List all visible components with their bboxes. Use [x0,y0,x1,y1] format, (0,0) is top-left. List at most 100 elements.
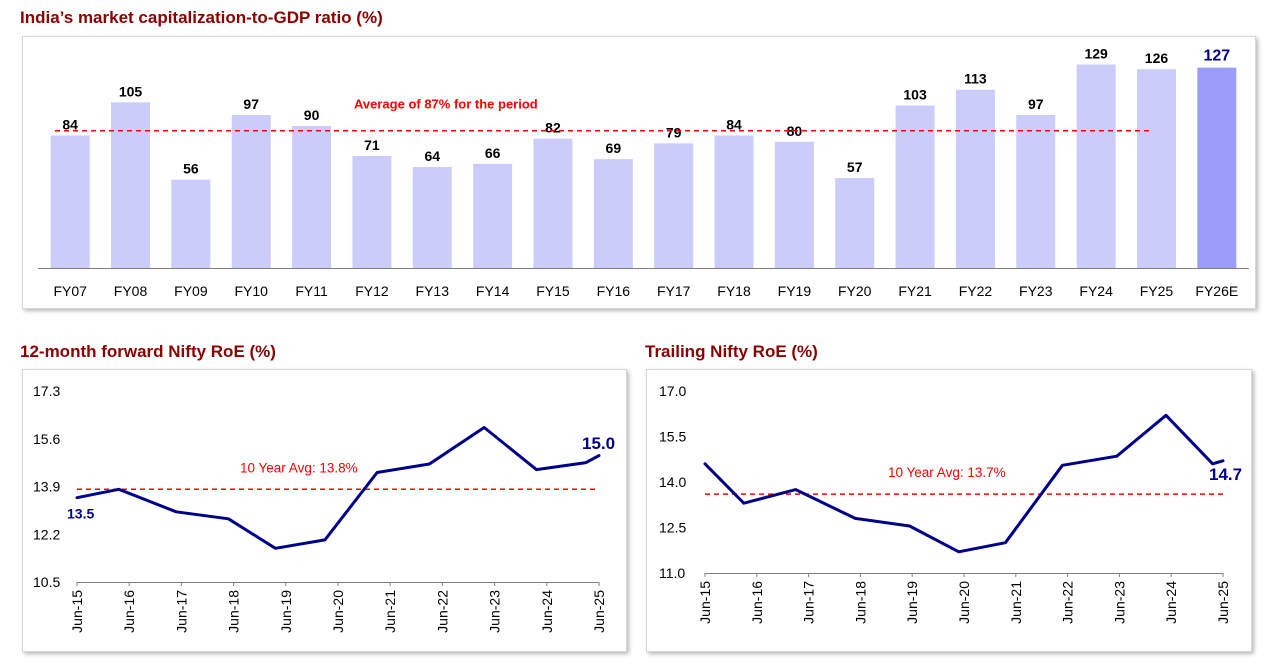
data-label-fy09: 56 [183,161,199,177]
x-tick-label-fy18: FY18 [717,283,751,299]
x-tick-label-jun-25: Jun-25 [1215,581,1231,624]
x-tick-label-jun-20: Jun-20 [330,590,346,633]
data-label-fy10: 97 [243,96,259,112]
y-tick-label-4: 11.0 [659,565,685,581]
bar-fy15 [533,138,573,268]
y-tick-label-0: 17.0 [659,383,686,399]
x-tick-label-fy07: FY07 [53,283,87,299]
bar-fy19 [774,141,814,268]
average-label: 10 Year Avg: 13.8% [240,460,358,475]
y-tick-label-0: 17.3 [33,383,60,399]
x-tick-label-fy21: FY21 [898,283,932,299]
y-tick-label-1: 15.5 [659,429,686,445]
bar-fy10 [231,114,271,268]
bar-fy09 [171,179,211,268]
y-tick-label-3: 12.5 [659,520,686,536]
end-value-label: 14.7 [1209,465,1242,484]
bar-fy18 [714,135,754,268]
bar-fy14 [473,163,513,268]
x-tick-label-jun-24: Jun-24 [539,590,555,633]
x-tick-label-jun-21: Jun-21 [382,590,398,633]
roe-line [703,413,1225,554]
x-tick-label-jun-17: Jun-17 [173,590,189,633]
bar-fy22 [955,89,995,268]
x-tick-label-fy23: FY23 [1019,283,1053,299]
bar-fy24 [1076,64,1116,268]
data-label-fy23: 97 [1028,96,1044,112]
data-label-fy07: 84 [62,116,78,132]
x-tick-label-fy24: FY24 [1079,283,1113,299]
x-tick-label-fy16: FY16 [597,283,631,299]
x-tick-label-fy22: FY22 [959,283,993,299]
x-tick-label-fy25: FY25 [1140,283,1174,299]
roe-line [75,426,601,550]
bar-fy23 [1016,114,1056,268]
x-tick-label-jun-22: Jun-22 [1060,581,1076,624]
bar-fy20 [835,178,875,268]
data-label-fy24: 129 [1084,45,1108,61]
start-value-label: 13.5 [67,506,94,522]
data-label-fy16: 69 [606,140,622,156]
market-cap-to-gdp-plot: 84 FY07 105 FY08 56 FY09 97 FY10 90 FY11 71 FY12 64 F… [38,45,1249,299]
data-label-fy13: 64 [424,148,440,164]
x-tick-label-fy08: FY08 [114,283,148,299]
data-label-fy22: 113 [964,71,987,87]
data-label-fy20: 57 [847,159,863,175]
trailing-roe-chart: 17.0 15.5 14.0 12.5 11.0 Jun-15 Jun-16 Jun-17 Ju… [646,369,1252,652]
x-tick-label-jun-22: Jun-22 [434,590,450,633]
x-tick-label-jun-23: Jun-23 [487,590,503,633]
x-tick-label-fy20: FY20 [838,283,872,299]
chart-title-trailing-roe: Trailing Nifty RoE (%) [645,342,818,361]
y-tick-label-4: 10.5 [33,574,60,590]
data-label-fy17: 79 [666,124,682,140]
data-label-fy11: 90 [304,107,320,123]
x-tick-label-fy11: FY11 [295,283,328,299]
bar-fy13 [412,167,452,268]
average-label: Average of 87% for the period [354,97,538,112]
bar-fy21 [895,105,935,268]
x-tick-label-fy13: FY13 [416,283,450,299]
chart-title-market-cap-to-gdp: India’s market capitalization-to-GDP rat… [20,8,383,27]
x-tick-label-fy19: FY19 [778,283,812,299]
x-tick-label-jun-18: Jun-18 [226,590,242,633]
y-tick-label-2: 13.9 [33,479,60,495]
bar-fy25 [1136,69,1176,268]
average-label: 10 Year Avg: 13.7% [888,465,1006,480]
x-tick-label-fy09: FY09 [174,283,208,299]
market-cap-to-gdp-chart: 84 FY07 105 FY08 56 FY09 97 FY10 90 FY11 71 FY12 64 F… [22,36,1256,309]
data-label-fy21: 103 [903,86,927,102]
x-tick-label-jun-18: Jun-18 [852,581,868,624]
data-label-fy18: 84 [726,116,742,132]
data-label-fy15: 82 [545,120,561,136]
x-tick-label-jun-21: Jun-21 [1008,581,1024,624]
end-value-label: 15.0 [582,434,615,453]
x-tick-label-jun-15: Jun-15 [69,590,85,633]
bar-fy16 [593,159,633,268]
data-label-fy25: 126 [1145,50,1169,66]
trailing-roe-plot: 17.0 15.5 14.0 12.5 11.0 Jun-15 Jun-16 Jun-17 Ju… [659,383,1242,624]
chart-title-forward-roe: 12-month forward Nifty RoE (%) [20,342,276,361]
x-tick-label-jun-23: Jun-23 [1111,581,1127,624]
x-tick-label-jun-17: Jun-17 [801,581,817,624]
bar-fy07 [50,135,90,268]
x-tick-label-jun-15: Jun-15 [697,581,713,624]
x-tick-label-jun-16: Jun-16 [749,581,765,624]
bar-fy08 [111,102,151,268]
x-tick-label-fy17: FY17 [657,283,691,299]
bar-fy12 [352,155,392,268]
y-tick-label-2: 14.0 [659,474,686,490]
data-label-fy12: 71 [364,137,380,153]
x-tick-label-jun-19: Jun-19 [278,590,294,633]
bar-fy11 [292,126,332,268]
forward-roe-chart: 17.3 15.6 13.9 12.2 10.5 Jun-15 Jun-16 Jun-17 Ju… [22,369,627,652]
x-tick-label-fy26e: FY26E [1195,283,1238,299]
data-label-fy08: 105 [119,83,143,99]
x-tick-label-jun-19: Jun-19 [904,581,920,624]
forward-roe-plot: 17.3 15.6 13.9 12.2 10.5 Jun-15 Jun-16 Jun-17 Ju… [33,383,615,633]
x-tick-label-fy10: FY10 [234,283,268,299]
y-tick-label-1: 15.6 [33,431,60,447]
bar-fy17 [654,143,694,268]
x-tick-label-fy15: FY15 [536,283,570,299]
y-tick-label-3: 12.2 [33,526,60,542]
x-tick-label-jun-24: Jun-24 [1163,581,1179,624]
